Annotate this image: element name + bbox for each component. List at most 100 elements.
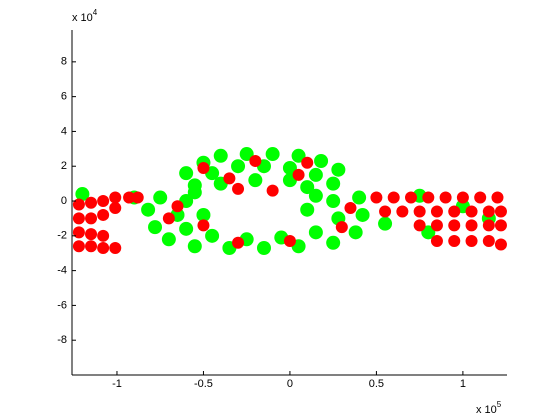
x-tick-label: 0 xyxy=(287,378,293,390)
point xyxy=(109,191,122,204)
point xyxy=(97,208,110,221)
point xyxy=(248,173,263,188)
point xyxy=(187,185,202,200)
point xyxy=(387,191,400,204)
point xyxy=(482,235,495,248)
y-tick-label: 0 xyxy=(61,195,67,207)
point xyxy=(430,235,443,248)
point xyxy=(72,198,85,211)
point xyxy=(292,168,305,181)
point xyxy=(465,219,478,232)
point xyxy=(413,219,426,232)
y-tick-label: 8 xyxy=(61,56,67,68)
point xyxy=(494,219,507,232)
point xyxy=(439,191,452,204)
point xyxy=(141,202,156,217)
y-tick-label: 2 xyxy=(61,160,67,172)
point xyxy=(308,188,323,203)
point xyxy=(197,219,210,232)
point xyxy=(326,235,341,250)
point xyxy=(430,205,443,218)
point xyxy=(465,235,478,248)
point xyxy=(75,187,90,202)
point xyxy=(256,240,271,255)
point xyxy=(308,225,323,240)
point xyxy=(179,166,194,181)
point xyxy=(335,221,348,234)
point xyxy=(456,191,469,204)
point xyxy=(448,205,461,218)
point xyxy=(187,239,202,254)
point xyxy=(465,205,478,218)
point xyxy=(223,172,236,185)
y-tick-label: 4 xyxy=(61,125,67,137)
y-tick-label: -6 xyxy=(57,299,67,311)
point xyxy=(396,205,409,218)
x-tick-label: -0.5 xyxy=(194,378,213,390)
point xyxy=(97,241,110,254)
point xyxy=(482,219,495,232)
point xyxy=(148,220,163,235)
point xyxy=(85,228,98,241)
point xyxy=(331,162,346,177)
point xyxy=(97,195,110,208)
point xyxy=(239,147,254,162)
y-tick-label: -2 xyxy=(57,230,67,242)
point xyxy=(161,232,176,247)
point xyxy=(291,148,306,163)
point xyxy=(266,184,279,197)
point xyxy=(249,155,262,168)
point xyxy=(421,225,436,240)
x-tick-label: -1 xyxy=(112,378,122,390)
x-tick-label: 0.5 xyxy=(369,378,384,390)
point xyxy=(405,191,418,204)
y-multiplier-base: x 10 xyxy=(72,12,93,24)
y-exponent: 4 xyxy=(93,8,98,17)
point xyxy=(85,196,98,209)
point xyxy=(422,191,435,204)
point xyxy=(162,212,175,225)
point xyxy=(355,207,370,222)
point xyxy=(430,219,443,232)
point xyxy=(213,148,228,163)
point xyxy=(413,205,426,218)
point xyxy=(265,147,280,162)
point xyxy=(283,235,296,248)
point xyxy=(326,176,341,191)
point xyxy=(109,201,122,214)
point xyxy=(300,180,315,195)
x-multiplier: x 105 xyxy=(476,400,502,416)
point xyxy=(300,202,315,217)
point xyxy=(494,238,507,251)
x-tick-label: 1 xyxy=(460,378,466,390)
y-tick-label: -4 xyxy=(57,265,67,277)
point xyxy=(231,159,246,174)
point xyxy=(72,226,85,239)
point xyxy=(379,205,392,218)
point xyxy=(348,225,363,240)
point xyxy=(344,201,357,214)
point xyxy=(179,221,194,236)
point xyxy=(494,205,507,218)
point xyxy=(171,200,184,213)
point xyxy=(448,219,461,232)
point xyxy=(482,205,495,218)
point xyxy=(196,207,211,222)
x-multiplier-base: x 10 xyxy=(476,404,497,416)
point xyxy=(232,236,245,249)
point xyxy=(123,191,136,204)
point xyxy=(282,160,297,175)
point xyxy=(197,161,210,174)
point xyxy=(131,191,144,204)
y-multiplier: x 104 xyxy=(72,8,98,24)
point xyxy=(109,241,122,254)
point xyxy=(352,190,367,205)
point xyxy=(97,229,110,242)
point xyxy=(378,216,393,231)
x-exponent: 5 xyxy=(497,400,502,409)
point xyxy=(314,154,329,169)
point xyxy=(205,228,220,243)
y-tick-label: 6 xyxy=(61,91,67,103)
point xyxy=(301,156,314,169)
